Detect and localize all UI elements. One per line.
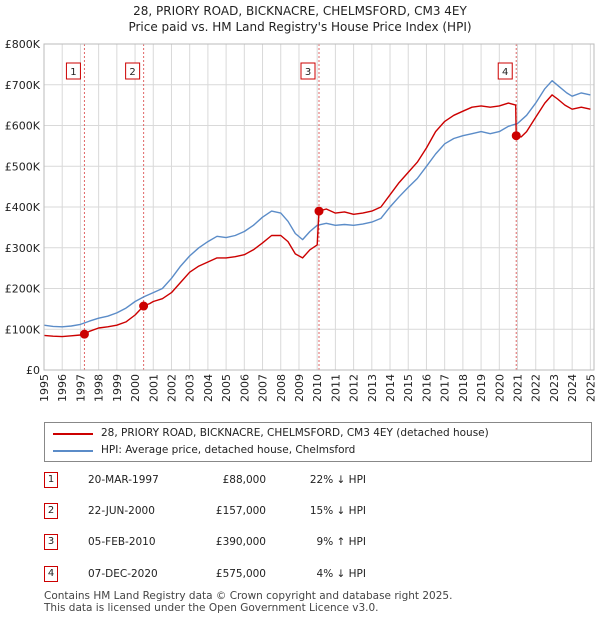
table-row: 1 20-MAR-1997 £88,000 22% ↓ HPI <box>40 470 560 492</box>
sale-point <box>139 301 149 311</box>
table-row: 4 07-DEC-2020 £575,000 4% ↓ HPI <box>40 564 560 586</box>
sale-marker-badge <box>65 62 81 80</box>
x-tick-label: 2019 <box>475 374 488 402</box>
x-tick-label: 2014 <box>384 374 397 402</box>
sale-number-badge: 3 <box>44 534 58 550</box>
sale-marker-badge <box>125 62 141 80</box>
legend: 28, PRIORY ROAD, BICKNACRE, CHELMSFORD, … <box>44 422 592 462</box>
x-tick-label: 2009 <box>293 374 306 402</box>
legend-label-hpi: HPI: Average price, detached house, Chel… <box>101 444 356 456</box>
sale-date: 20-MAR-1997 <box>88 474 159 486</box>
y-tick-label: £500K <box>5 160 41 173</box>
sale-number-badge: 2 <box>44 503 58 519</box>
y-tick-label: £200K <box>5 283 41 296</box>
x-tick-label: 2006 <box>238 374 251 402</box>
x-tick-label: 2018 <box>457 374 470 402</box>
x-tick-label: 2007 <box>257 374 270 402</box>
x-tick-label: 2005 <box>220 374 233 402</box>
x-tick-label: 2000 <box>129 374 142 402</box>
legend-swatch-property <box>53 433 93 435</box>
y-tick-label: £300K <box>5 242 41 255</box>
sale-hpi-diff: 9% ↑ HPI <box>316 536 366 548</box>
sale-hpi-diff: 4% ↓ HPI <box>316 568 366 580</box>
x-tick-label: 2016 <box>420 374 433 402</box>
sale-date: 22-JUN-2000 <box>88 505 155 517</box>
y-tick-label: £800K <box>5 38 41 51</box>
chart-title: 28, PRIORY ROAD, BICKNACRE, CHELMSFORD, … <box>133 4 467 18</box>
y-tick-label: £100K <box>5 323 41 336</box>
x-tick-label: 2022 <box>530 374 543 402</box>
sale-price: £575,000 <box>215 568 266 580</box>
y-tick-label: £0 <box>26 364 40 377</box>
sale-marker-label: 3 <box>305 67 311 78</box>
price-chart: £0 £100K £200K £300K £400K £500K £600K £700K £80… <box>5 38 598 402</box>
x-tick-label: 2012 <box>348 374 361 402</box>
sale-date: 05-FEB-2010 <box>88 536 156 548</box>
sale-price: £157,000 <box>215 505 266 517</box>
footer-license: This data is licensed under the Open Gov… <box>44 602 379 614</box>
x-tick-label: 2001 <box>147 374 160 402</box>
footer: Contains HM Land Registry data © Crown c… <box>44 590 452 614</box>
table-row: 2 22-JUN-2000 £157,000 15% ↓ HPI <box>40 501 560 523</box>
plot-frame <box>43 43 595 371</box>
table-row: 3 05-FEB-2010 £390,000 9% ↑ HPI <box>40 532 560 554</box>
x-tick-label: 1995 <box>38 374 51 402</box>
x-tick-label: 2015 <box>402 374 415 402</box>
x-tick-label: 1999 <box>111 374 124 402</box>
sale-point <box>79 329 89 339</box>
footer-copyright: Contains HM Land Registry data © Crown c… <box>44 590 453 602</box>
legend-swatch-hpi <box>53 450 93 452</box>
x-tick-label: 2010 <box>311 374 324 402</box>
sale-point <box>511 131 521 141</box>
x-tick-label: 2004 <box>202 374 215 402</box>
sale-hpi-diff: 15% ↓ HPI <box>309 505 366 517</box>
sale-marker-label: 1 <box>70 67 76 78</box>
sale-marker-label: 2 <box>129 67 135 78</box>
x-tick-label: 1998 <box>93 374 106 402</box>
sale-hpi-diff: 22% ↓ HPI <box>309 474 366 486</box>
y-tick-label: £600K <box>5 120 41 133</box>
x-tick-label: 2020 <box>493 374 506 402</box>
series-line-hpi <box>43 80 591 328</box>
sale-point <box>314 206 324 216</box>
x-tick-label: 2023 <box>548 374 561 402</box>
sale-marker-badge <box>497 62 513 80</box>
x-tick-label: 2025 <box>584 374 597 402</box>
sale-marker-badge <box>300 62 316 80</box>
x-tick-label: 2017 <box>439 374 452 402</box>
x-tick-label: 2011 <box>329 374 342 402</box>
y-tick-label: £700K <box>5 79 41 92</box>
x-tick-label: 2013 <box>366 374 379 402</box>
x-tick-label: 1996 <box>56 374 69 402</box>
x-tick-label: 2002 <box>165 374 178 402</box>
x-tick-label: 2021 <box>512 374 525 402</box>
x-tick-label: 1997 <box>74 374 87 402</box>
sale-marker-label: 4 <box>502 67 508 78</box>
sale-date: 07-DEC-2020 <box>88 568 158 580</box>
legend-label-property: 28, PRIORY ROAD, BICKNACRE, CHELMSFORD, … <box>101 427 489 439</box>
chart-subtitle: Price paid vs. HM Land Registry's House … <box>128 20 472 34</box>
sale-number-badge: 1 <box>44 472 58 488</box>
sale-number-badge: 4 <box>44 566 58 582</box>
series-line-property <box>43 94 591 338</box>
sale-price: £390,000 <box>215 536 266 548</box>
sale-price: £88,000 <box>222 474 266 486</box>
x-tick-label: 2008 <box>275 374 288 402</box>
x-tick-label: 2024 <box>566 374 579 402</box>
y-tick-label: £400K <box>5 201 41 214</box>
x-tick-label: 2003 <box>184 374 197 402</box>
